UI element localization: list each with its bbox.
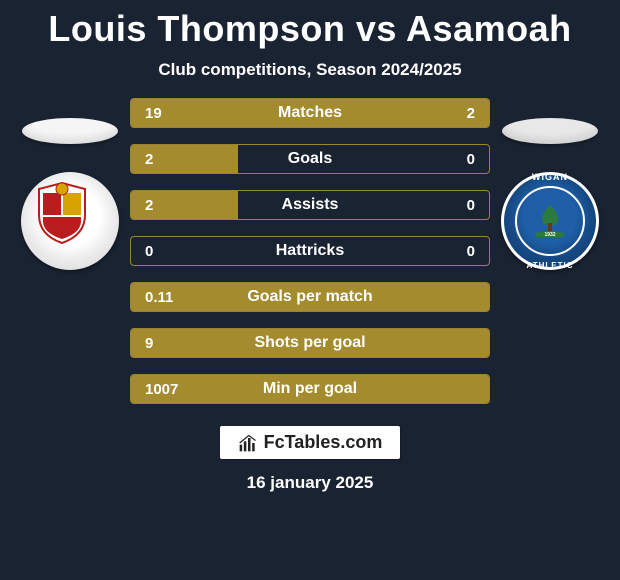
shield-crest-icon xyxy=(35,181,89,245)
stat-row: 20Goals xyxy=(130,144,490,174)
left-club-badge xyxy=(21,172,119,270)
stat-bar-left xyxy=(131,375,489,403)
stat-value-right: 0 xyxy=(467,191,475,219)
stat-label: Hattricks xyxy=(131,237,489,265)
footer: FcTables.com 16 january 2025 xyxy=(220,426,401,493)
badge-year: 1932 xyxy=(544,232,555,238)
tree-crest-icon: 1932 xyxy=(530,201,570,241)
stat-value-left: 9 xyxy=(145,329,153,357)
brand-text: FcTables.com xyxy=(264,432,383,453)
right-club-crest: WIGAN 1932 ATHLETIC xyxy=(515,186,585,256)
badge-bottom-text: ATHLETIC xyxy=(517,261,583,270)
infographic-container: Louis Thompson vs Asamoah Club competiti… xyxy=(0,0,620,580)
stat-value-left: 2 xyxy=(145,191,153,219)
stat-row: 0 0Hattricks xyxy=(130,236,490,266)
stat-row: 1007Min per goal xyxy=(130,374,490,404)
left-player-ellipse xyxy=(22,118,118,144)
right-player-column: WIGAN 1932 ATHLETIC xyxy=(490,98,610,270)
brand-pill: FcTables.com xyxy=(220,426,401,459)
stats-column: 192Matches20Goals20Assists00Hattricks0.1… xyxy=(130,98,490,404)
stat-value-left: 0 xyxy=(145,237,153,265)
left-club-crest xyxy=(35,181,105,261)
subtitle: Club competitions, Season 2024/2025 xyxy=(158,60,461,80)
main-row: 192Matches20Goals20Assists00Hattricks0.1… xyxy=(0,98,620,404)
left-player-column xyxy=(10,98,130,270)
stat-value-left: 19 xyxy=(145,99,162,127)
stat-row: 192Matches xyxy=(130,98,490,128)
right-player-ellipse xyxy=(502,118,598,144)
stat-value-right: 0 xyxy=(467,145,475,173)
stat-value-right: 2 xyxy=(467,99,475,127)
page-title: Louis Thompson vs Asamoah xyxy=(48,8,571,50)
stat-row: 9Shots per goal xyxy=(130,328,490,358)
footer-date: 16 january 2025 xyxy=(247,473,374,493)
chart-bars-icon xyxy=(238,433,258,453)
badge-top-text: WIGAN xyxy=(517,172,583,182)
stat-row: 0.11Goals per match xyxy=(130,282,490,312)
stat-value-left: 1007 xyxy=(145,375,178,403)
stat-value-right: 0 xyxy=(467,237,475,265)
stat-value-left: 2 xyxy=(145,145,153,173)
stat-row: 20Assists xyxy=(130,190,490,220)
stat-value-left: 0.11 xyxy=(145,283,173,311)
right-club-badge: WIGAN 1932 ATHLETIC xyxy=(501,172,599,270)
stat-bar-left xyxy=(131,99,453,127)
stat-bar-left xyxy=(131,283,489,311)
stat-bar-left xyxy=(131,329,489,357)
